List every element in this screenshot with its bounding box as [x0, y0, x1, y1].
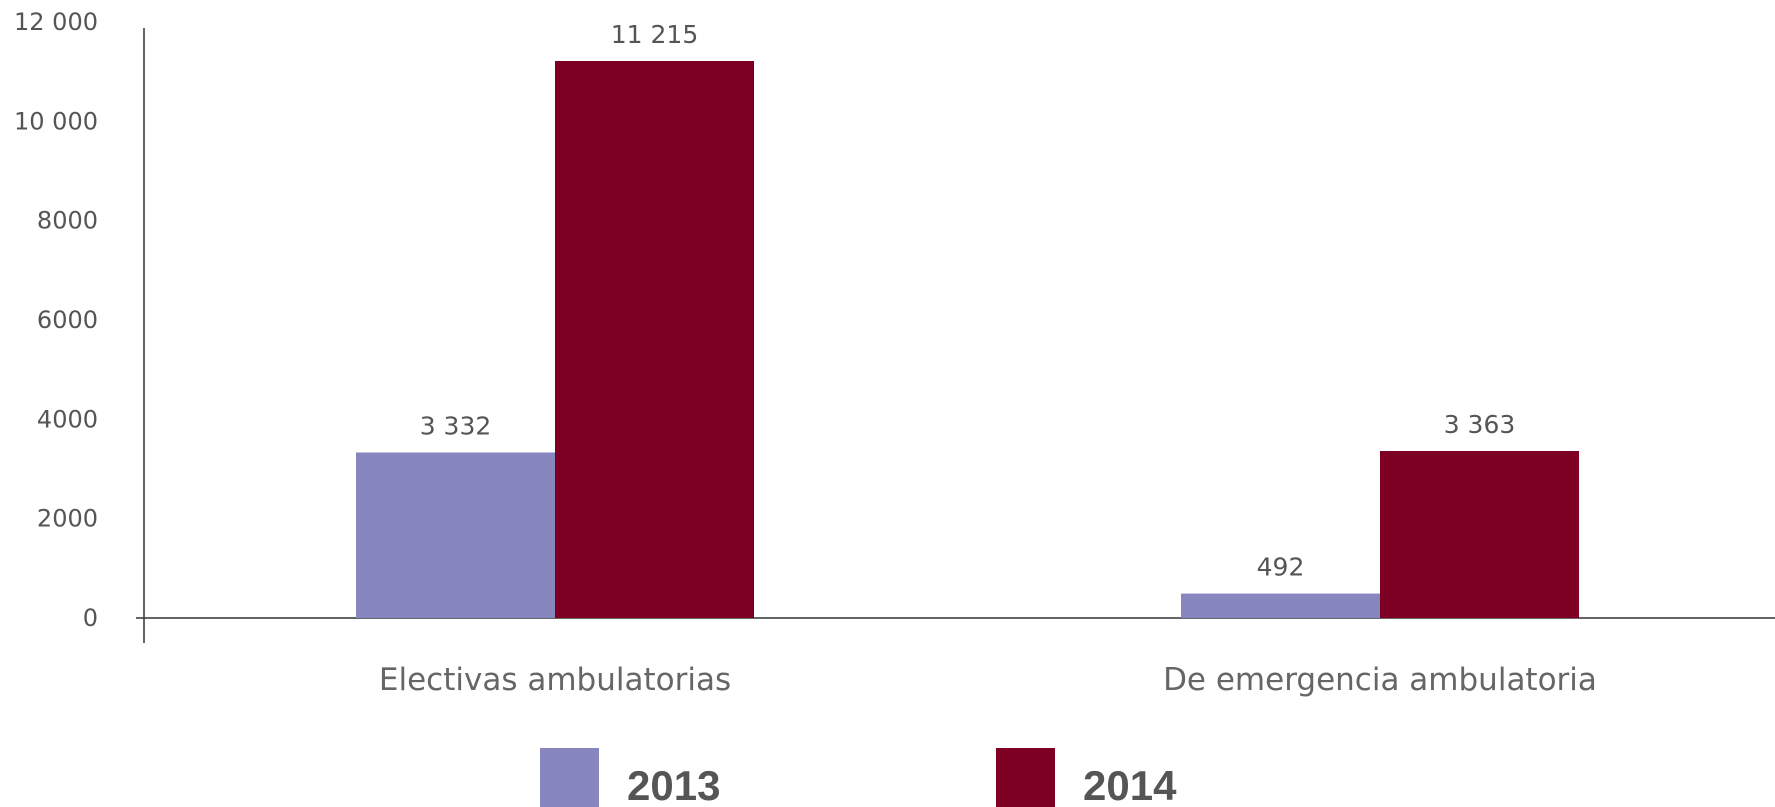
legend-swatch-2014: [996, 748, 1055, 807]
y-tick-label: 10 000: [14, 107, 98, 135]
legend-label-2013: 2013: [627, 762, 720, 807]
bar-2013-electivas: [356, 452, 555, 618]
y-axis-ticks: 0 2000 4000 6000 8000 10 000 12 000: [14, 8, 98, 632]
legend-swatch-2013: [540, 748, 599, 807]
y-tick-label: 2000: [37, 505, 98, 533]
bars: [356, 60, 1579, 618]
x-category-label: Electivas ambulatorias: [379, 662, 731, 698]
bar-2014-emergencia: [1380, 450, 1579, 618]
data-label: 3 363: [1444, 410, 1516, 439]
y-tick-label: 4000: [37, 405, 98, 433]
data-label: 11 215: [611, 20, 698, 49]
y-tick-label: 6000: [37, 306, 98, 334]
y-tick-label: 8000: [37, 207, 98, 235]
category-labels: Electivas ambulatorias De emergencia ambu…: [379, 662, 1597, 698]
legend: 2013 2014: [540, 748, 1177, 807]
bar-2014-electivas: [555, 60, 754, 618]
data-label: 3 332: [420, 412, 492, 441]
data-label: 492: [1257, 553, 1305, 582]
legend-label-2014: 2014: [1083, 762, 1177, 807]
x-category-label: De emergencia ambulatoria: [1163, 662, 1597, 698]
bar-2013-emergencia: [1181, 593, 1380, 618]
y-tick-label: 12 000: [14, 8, 98, 36]
y-tick-label: 0: [83, 604, 98, 632]
value-labels: 3 332 11 215 492 3 363: [420, 20, 1516, 582]
